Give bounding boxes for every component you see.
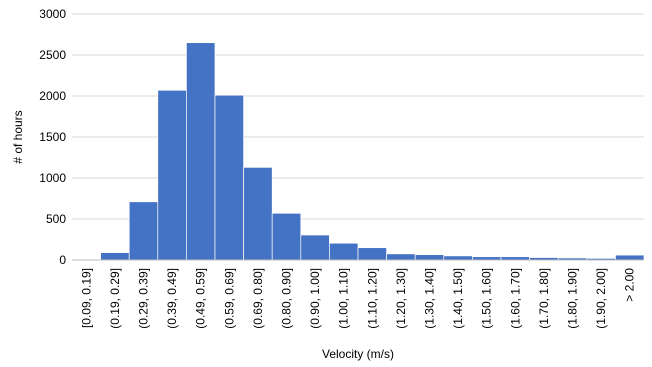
y-tick-label: 2000 — [39, 89, 66, 103]
y-tick-label: 1500 — [39, 130, 66, 144]
x-tick-label: (1.50, 1.60] — [480, 268, 494, 329]
y-tick-label: 1000 — [39, 171, 66, 185]
x-tick-label: (0.49, 0.59] — [194, 268, 208, 329]
y-tick-label: 0 — [59, 253, 66, 267]
histogram-bar — [386, 253, 416, 261]
x-tick-label: (0.19, 0.29] — [108, 268, 122, 329]
histogram-bar — [186, 42, 216, 261]
x-tick-label: (0.59, 0.69] — [222, 268, 236, 329]
x-tick-label: > 2.00 — [623, 268, 637, 302]
x-tick-label: (1.90, 2.00] — [594, 268, 608, 329]
y-axis-title: # of hours — [11, 110, 25, 163]
x-tick-label: (0.39, 0.49] — [165, 268, 179, 329]
x-tick-label: (0.80, 0.90] — [280, 268, 294, 329]
x-tick-label: (1.80, 1.90] — [566, 268, 580, 329]
x-tick-label: (1.70, 1.80] — [537, 268, 551, 329]
y-tick-label: 3000 — [39, 7, 66, 21]
x-tick-labels: [0.09, 0.19] (0.19, 0.29] (0.29, 0.39] (0.3… — [79, 268, 636, 329]
histogram-bar — [329, 242, 359, 261]
histogram-bar — [300, 234, 330, 261]
histogram-bar — [128, 201, 159, 261]
histogram-bar — [243, 166, 273, 261]
y-tick-label: 500 — [46, 212, 66, 226]
x-tick-label: (0.29, 0.39] — [137, 268, 151, 329]
histogram-bar — [100, 252, 130, 261]
x-tick-label: (1.30, 1.40] — [423, 268, 437, 329]
y-tick-label: 2500 — [39, 48, 66, 62]
x-tick-label: (0.69, 0.80] — [251, 268, 265, 329]
y-tick-labels: 0 500 1000 1500 2000 2500 3000 — [39, 7, 66, 267]
histogram-bar — [414, 254, 445, 261]
histogram-bar — [214, 94, 244, 261]
x-tick-label: [0.09, 0.19] — [79, 268, 93, 328]
histogram-bar — [157, 89, 187, 261]
x-tick-label: (0.90, 1.00] — [308, 268, 322, 329]
x-tick-label: (1.00, 1.10] — [337, 268, 351, 329]
x-tick-label: (1.60, 1.70] — [508, 268, 522, 329]
x-axis-title: Velocity (m/s) — [322, 347, 394, 361]
x-tick-label: (1.20, 1.30] — [394, 268, 408, 329]
histogram-bar — [615, 254, 645, 261]
histogram-bar — [443, 255, 473, 261]
bars — [71, 42, 645, 261]
histogram-bar — [271, 212, 302, 261]
x-tick-label: (1.10, 1.20] — [365, 268, 379, 329]
histogram-bar — [357, 247, 387, 261]
x-tick-label: (1.40, 1.50] — [451, 268, 465, 329]
